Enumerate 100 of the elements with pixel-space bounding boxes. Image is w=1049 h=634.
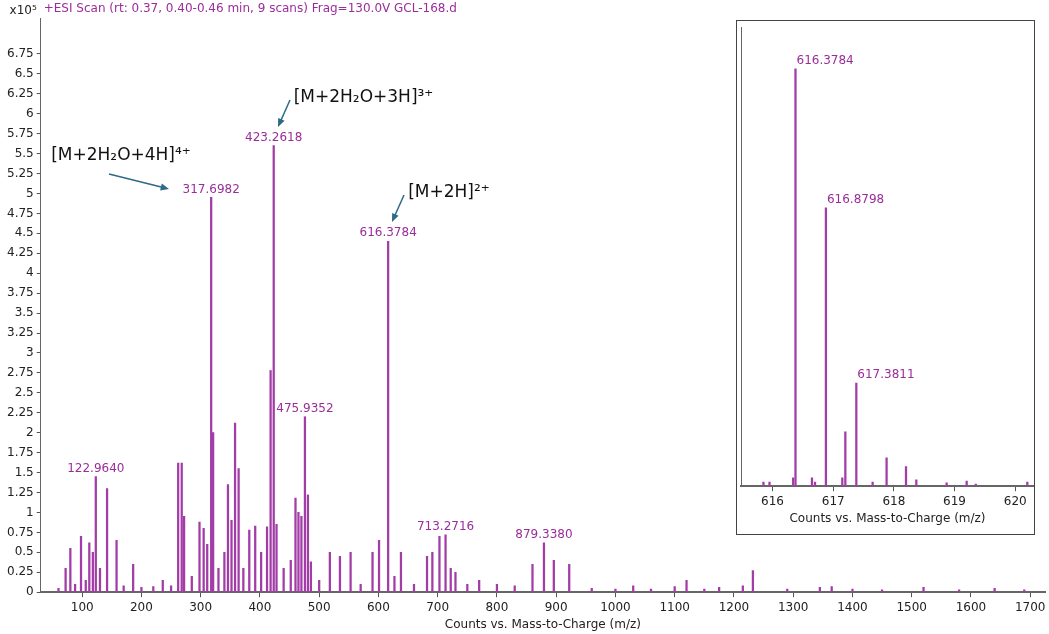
x-tick-label: 1700 xyxy=(1014,599,1046,614)
x-tick-label: 800 xyxy=(485,599,509,614)
bar xyxy=(122,585,125,593)
annotation: 475.9352 xyxy=(276,400,334,415)
bar xyxy=(762,481,765,487)
y-tick-label: 4 xyxy=(26,265,34,280)
annotation: 616.8798 xyxy=(826,191,885,206)
bar xyxy=(830,586,833,593)
bar xyxy=(140,587,143,593)
bar xyxy=(957,589,961,593)
bar xyxy=(294,497,297,593)
y-tick-label: 5.75 xyxy=(7,125,34,140)
chart-title: +ESI Scan (rt: 0.37, 0.40-0.46 min, 9 scans) Frag=130.0V GCL-168.d xyxy=(43,1,457,16)
y-tick-label: 0 xyxy=(26,584,34,599)
annotation: [M+2H₂O+4H]⁴⁺ xyxy=(51,144,191,165)
x-tick-label: 1300 xyxy=(777,599,809,614)
y-tick-label: 6.5 xyxy=(14,65,34,80)
y-tick-label: 4.25 xyxy=(7,245,34,260)
bar xyxy=(371,552,374,593)
bar xyxy=(349,552,352,593)
x-tick-label: 1000 xyxy=(600,599,631,614)
bar xyxy=(198,521,201,593)
bar xyxy=(685,579,688,593)
bar xyxy=(794,68,797,487)
bar xyxy=(115,540,118,593)
y-tick-label: 5 xyxy=(26,185,34,200)
y-tick-label: 2.75 xyxy=(7,365,34,380)
x-tick-label: 1600 xyxy=(955,599,987,614)
bar xyxy=(152,586,155,593)
x-tick-label: 619 xyxy=(943,493,966,508)
annotation: 616.3784 xyxy=(359,225,417,240)
x-tick-label: 618 xyxy=(882,493,906,508)
bar xyxy=(673,586,676,593)
y-tick-label: 2.5 xyxy=(14,384,34,399)
annotation: 122.9640 xyxy=(67,460,125,475)
y-tick-label: 5.5 xyxy=(14,145,34,160)
y-tick-label: 1.75 xyxy=(7,444,34,459)
x-tick-label: 1200 xyxy=(718,599,750,614)
x-axis-title: Counts vs. Mass-to-Charge (m/z) xyxy=(444,616,641,631)
x-tick-label: 100 xyxy=(70,599,94,614)
bar xyxy=(818,587,821,593)
bar xyxy=(718,587,721,593)
bar xyxy=(444,534,447,593)
annotation: 617.3811 xyxy=(857,367,915,382)
annotation: 879.3380 xyxy=(515,526,573,541)
y-tick-label: 1 xyxy=(26,504,34,519)
bar xyxy=(922,587,925,593)
x-tick-label: 620 xyxy=(1003,493,1027,508)
bar xyxy=(169,585,173,593)
y-tick-label: 0.5 xyxy=(14,544,34,559)
bar xyxy=(217,567,220,593)
bar xyxy=(454,571,457,593)
bar xyxy=(880,589,884,593)
annotation: 423.2618 xyxy=(245,129,303,144)
x-tick-label: 300 xyxy=(189,599,213,614)
bar xyxy=(1023,589,1026,593)
x-tick-label: 500 xyxy=(307,599,331,614)
bar xyxy=(64,567,67,593)
y-tick-label: 3.5 xyxy=(14,305,34,320)
bar xyxy=(438,536,441,593)
y-axis-title: x10⁵ xyxy=(9,3,37,18)
bar xyxy=(57,587,60,593)
y-tick-label: 1.25 xyxy=(7,484,34,499)
annotation: 616.3784 xyxy=(796,52,854,67)
y-tick-label: 4.75 xyxy=(7,205,34,220)
y-tick-label: 0.25 xyxy=(7,564,34,579)
x-tick-label: 1400 xyxy=(837,599,868,614)
bar xyxy=(751,570,755,593)
bar xyxy=(513,585,516,593)
bar xyxy=(768,481,771,487)
bar xyxy=(531,563,534,593)
x-tick-label: 700 xyxy=(426,599,450,614)
bar xyxy=(393,575,396,593)
annotation: 317.6982 xyxy=(182,181,240,196)
y-tick-label: 2.25 xyxy=(7,404,34,419)
x-tick-label: 400 xyxy=(248,599,272,614)
x-tick-label: 1500 xyxy=(896,599,927,614)
x-tick-label: 617 xyxy=(821,493,845,508)
x-tick-label: 200 xyxy=(129,599,153,614)
y-tick-label: 5.25 xyxy=(7,165,34,180)
bar xyxy=(885,457,888,487)
x-axis-title: Counts vs. Mass-to-Charge (m/z) xyxy=(789,510,986,525)
x-tick-label: 616 xyxy=(761,493,784,508)
y-tick-label: 3 xyxy=(26,345,34,360)
annotation: [M+2H₂O+3H]³⁺ xyxy=(293,85,434,106)
annotation: 713.2716 xyxy=(416,518,475,533)
y-tick-label: 3.75 xyxy=(7,285,34,300)
bar xyxy=(632,585,635,593)
y-tick-label: 6.75 xyxy=(7,46,34,61)
x-tick-label: 1100 xyxy=(659,599,690,614)
y-tick-label: 3.25 xyxy=(7,325,34,340)
bar xyxy=(741,585,744,593)
y-tick-label: 4.5 xyxy=(14,225,34,240)
bar xyxy=(614,588,617,593)
bar xyxy=(851,588,854,593)
y-tick-label: 2 xyxy=(26,424,34,439)
y-tick-label: 1.5 xyxy=(14,464,34,479)
y-tick-label: 0.75 xyxy=(7,524,34,539)
x-tick-label: 900 xyxy=(544,599,568,614)
annotation: [M+2H]²⁺ xyxy=(408,181,490,202)
